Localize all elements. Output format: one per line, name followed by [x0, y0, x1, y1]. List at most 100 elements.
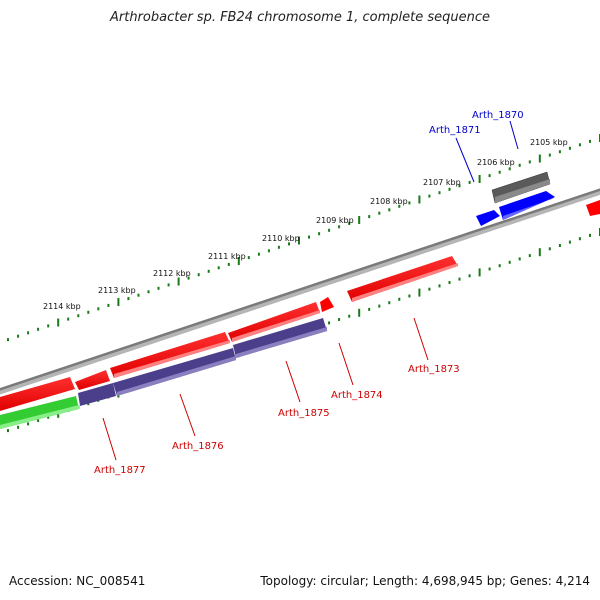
map-title: Arthrobacter sp. FB24 chromosome 1, comp… — [109, 10, 491, 25]
major-tick — [57, 318, 60, 327]
minor-tick — [348, 221, 351, 225]
minor-tick — [578, 143, 581, 147]
purple-cds[interactable] — [78, 383, 116, 406]
minor-tick — [47, 415, 50, 419]
kbp-label: 2106 kbp — [477, 158, 515, 167]
minor-tick — [438, 284, 441, 288]
minor-tick — [589, 233, 591, 237]
major-tick — [418, 288, 421, 297]
gene-labels: Arth_1870 Arth_1871 Arth_1873 Arth_1874 … — [94, 110, 524, 476]
minor-tick — [558, 244, 561, 247]
minor-tick — [378, 211, 381, 215]
blue-gene-shadow — [503, 197, 555, 220]
minor-tick — [448, 281, 451, 284]
gene-label-arth-1874[interactable]: Arth_1874 — [331, 390, 383, 401]
minor-tick — [328, 228, 331, 232]
minor-tick — [267, 249, 270, 253]
minor-tick — [288, 242, 290, 246]
gene-label-arth-1877[interactable]: Arth_1877 — [94, 465, 146, 476]
gene-label-arth-1875[interactable]: Arth_1875 — [278, 408, 330, 419]
kbp-label: 2107 kbp — [423, 178, 461, 187]
minor-tick — [488, 174, 491, 178]
major-tick — [358, 216, 361, 224]
red-gene-arrow[interactable] — [0, 377, 75, 411]
minor-tick — [589, 139, 591, 143]
minor-tick — [348, 314, 351, 318]
kbp-label: 2113 kbp — [98, 286, 136, 295]
minor-tick — [127, 297, 130, 301]
minor-tick — [568, 240, 571, 244]
minor-tick — [398, 204, 401, 208]
minor-tick — [578, 237, 581, 241]
gene-label-arth-1873[interactable]: Arth_1873 — [408, 364, 460, 375]
major-tick — [478, 268, 481, 277]
minor-tick — [257, 252, 260, 256]
red-gene-arrow[interactable] — [586, 200, 600, 216]
minor-tick — [87, 310, 90, 314]
minor-tick — [388, 301, 391, 305]
minor-tick — [338, 318, 341, 321]
minor-tick — [137, 293, 140, 297]
minor-tick — [548, 247, 551, 251]
minor-tick — [548, 153, 551, 157]
kbp-label: 2109 kbp — [316, 216, 354, 225]
genome-summary: Topology: circular; Length: 4,698,945 bp… — [260, 574, 590, 588]
minor-tick — [37, 419, 40, 422]
major-tick — [177, 277, 180, 286]
major-tick — [237, 257, 240, 265]
minor-tick — [378, 304, 381, 308]
minor-tick — [568, 146, 571, 150]
minor-tick — [107, 303, 110, 307]
minor-tick — [498, 170, 501, 174]
minor-tick — [67, 317, 70, 321]
red-gene-shadow — [232, 310, 320, 342]
purple-cds-shadow — [236, 327, 327, 358]
kbp-label: 2111 kbp — [208, 252, 246, 261]
minor-tick — [27, 422, 30, 426]
blue-gene-arrow[interactable] — [476, 210, 500, 226]
green-feature-shadow — [0, 405, 79, 429]
minor-tick — [518, 163, 521, 167]
minor-tick — [17, 334, 20, 338]
minor-tick — [47, 324, 50, 328]
minor-tick — [187, 276, 190, 280]
minor-tick — [408, 294, 411, 298]
minor-tick — [147, 290, 150, 294]
gene-label-arth-1871[interactable]: Arth_1871 — [429, 125, 481, 136]
minor-tick — [448, 187, 451, 191]
minor-tick — [157, 286, 160, 290]
major-tick — [478, 175, 481, 183]
red-gene-arrow[interactable] — [320, 297, 334, 312]
minor-tick — [247, 256, 250, 260]
label-leaders — [102, 120, 519, 461]
minor-tick — [428, 287, 431, 291]
minor-tick — [368, 215, 371, 219]
minor-tick — [558, 150, 561, 154]
minor-tick — [207, 269, 210, 273]
minor-tick — [528, 254, 531, 258]
minor-tick — [488, 267, 491, 271]
red-gene-arrow[interactable] — [75, 370, 110, 390]
minor-tick — [328, 321, 331, 325]
minor-tick — [338, 225, 341, 229]
minor-tick — [498, 264, 501, 268]
minor-tick — [318, 232, 321, 236]
major-tick — [418, 195, 421, 204]
minor-tick — [197, 273, 200, 277]
minor-tick — [528, 160, 531, 164]
red-gene-shadow — [352, 263, 458, 302]
minor-tick — [468, 180, 471, 184]
minor-tick — [87, 402, 90, 406]
major-tick — [538, 154, 541, 163]
minor-tick — [438, 191, 441, 195]
red-gene-shadow — [114, 340, 230, 378]
major-tick — [538, 248, 541, 257]
kbp-label: 2108 kbp — [370, 197, 408, 206]
gene-label-arth-1876[interactable]: Arth_1876 — [172, 441, 224, 452]
major-tick — [358, 308, 361, 317]
minor-tick — [428, 194, 431, 198]
gene-label-arth-1870[interactable]: Arth_1870 — [472, 110, 524, 121]
minor-tick — [7, 338, 9, 342]
scale-labels: 2105 kbp 2106 kbp 2107 kbp 2108 kbp 2109… — [43, 138, 568, 311]
